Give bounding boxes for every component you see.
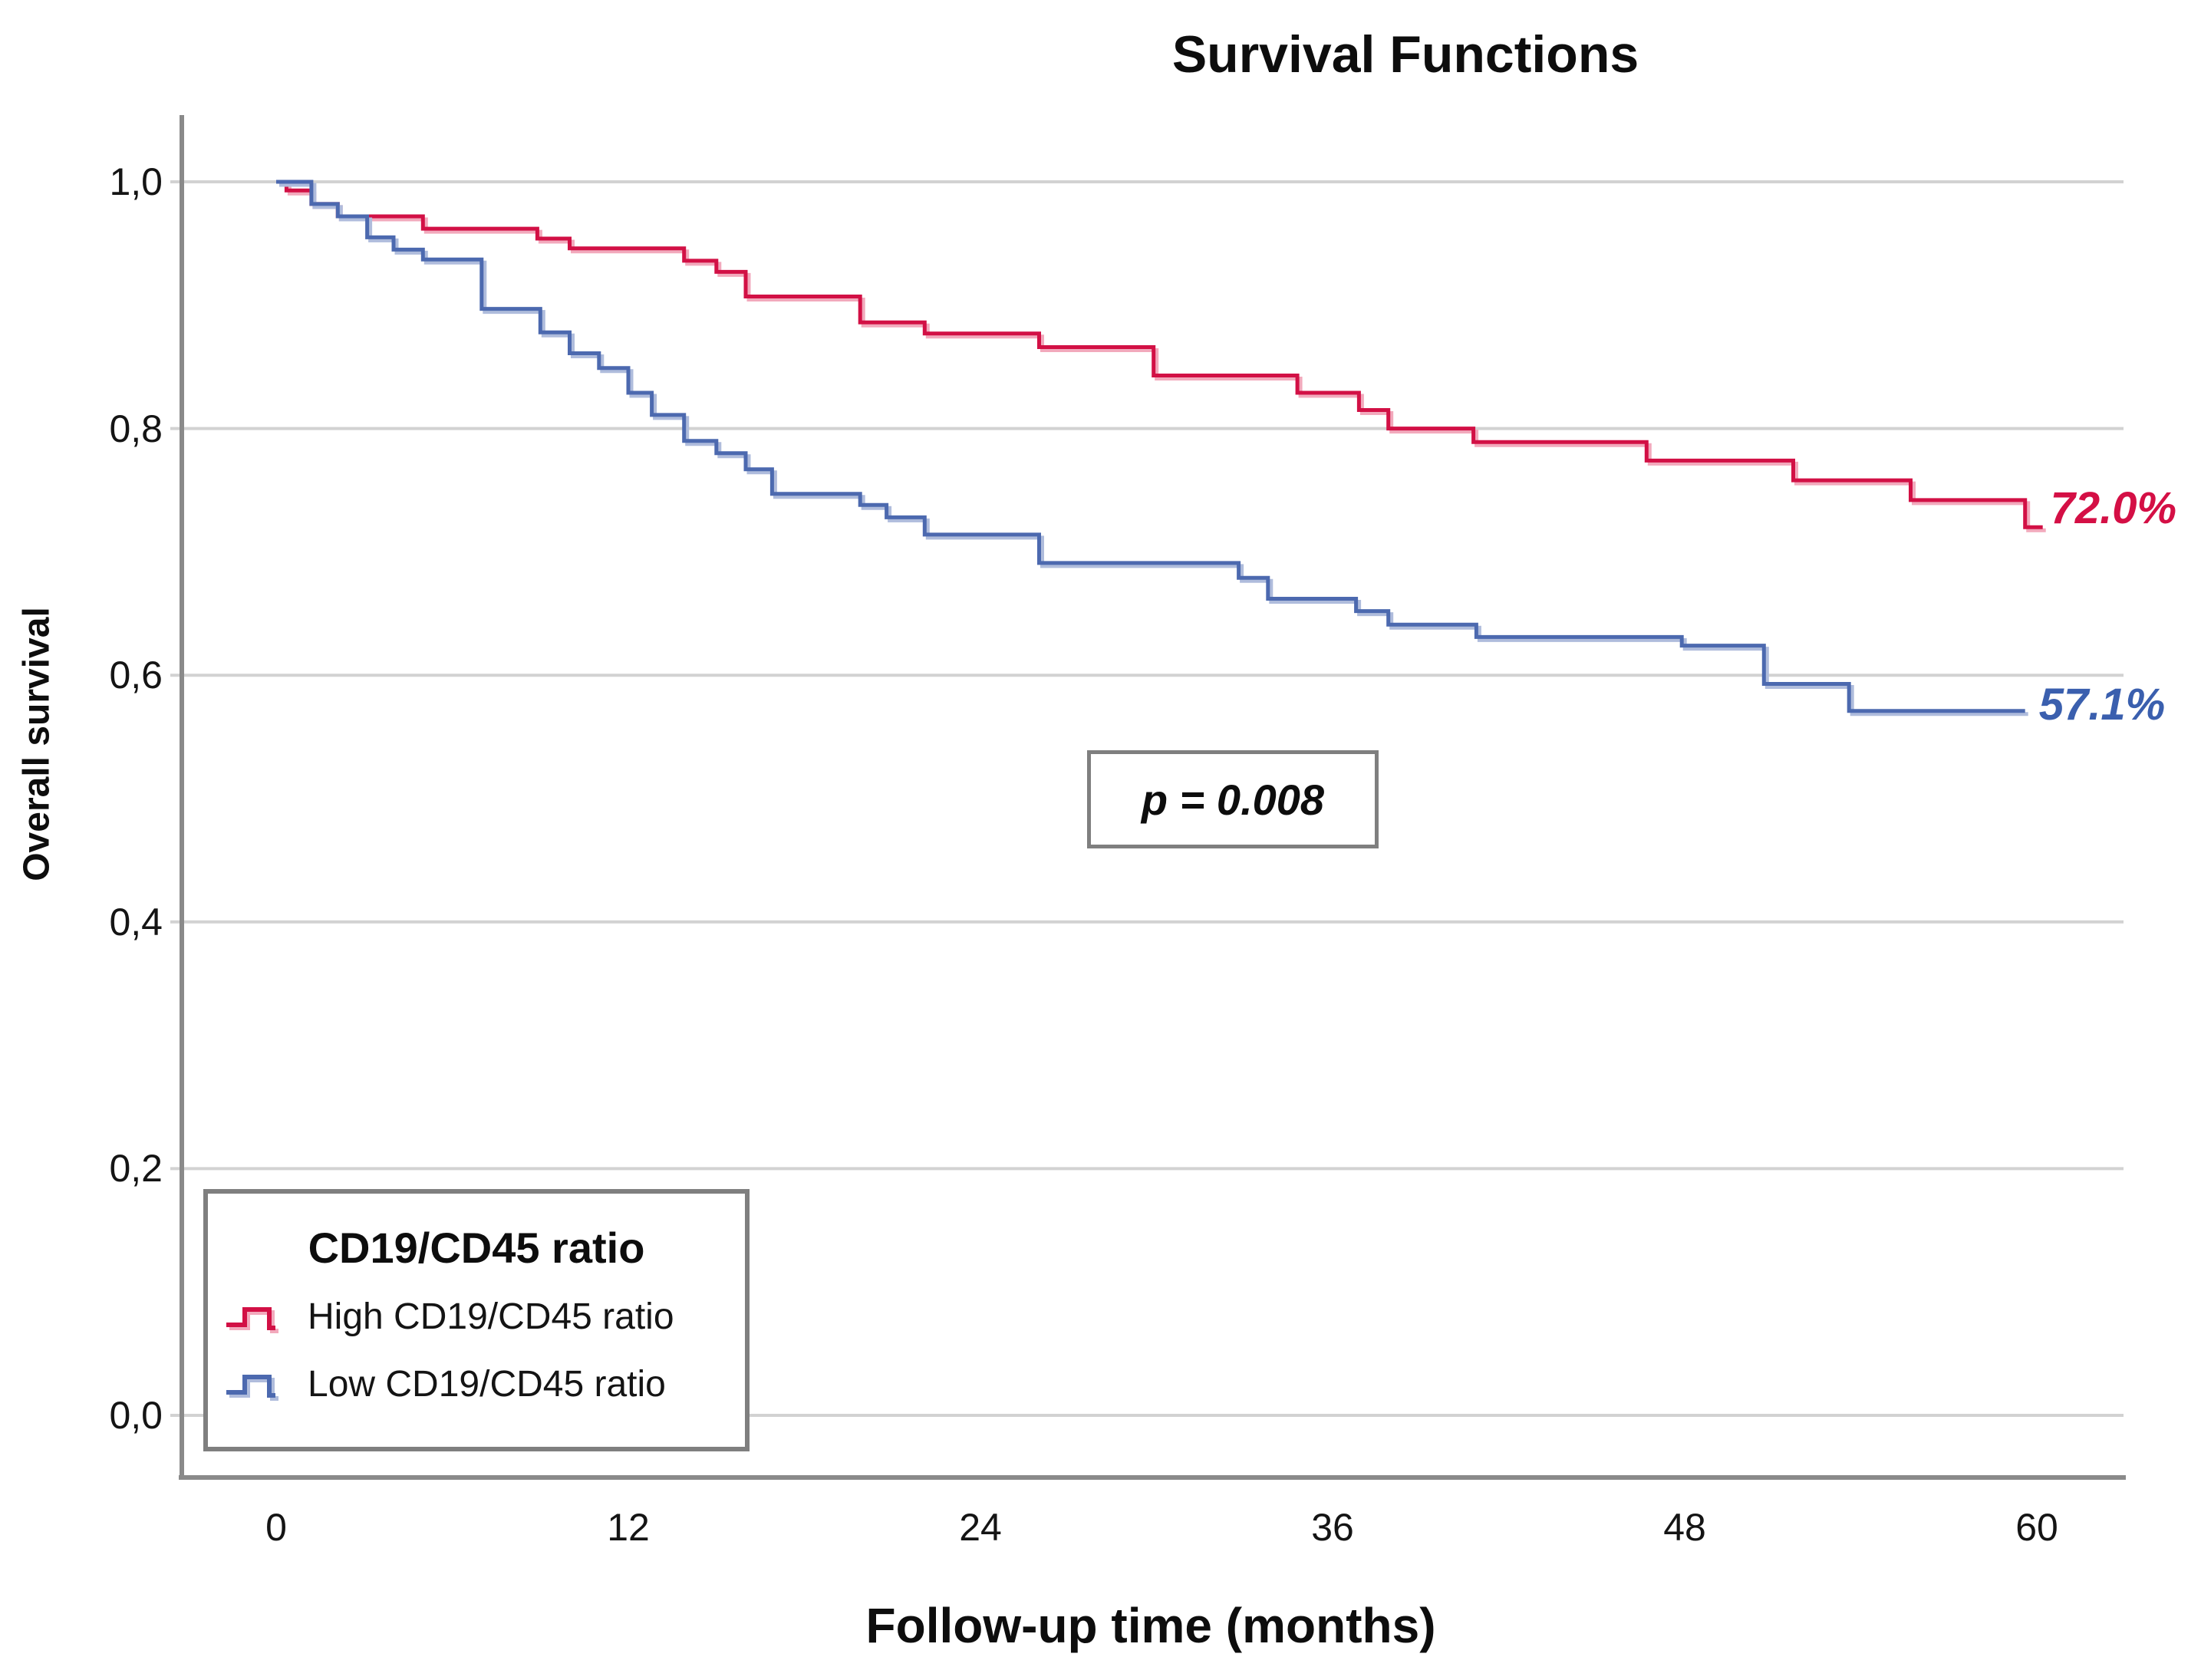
legend-title: CD19/CD45 ratio — [308, 1224, 645, 1272]
survival-curve-low — [276, 180, 2025, 713]
y-tick-label: 0,8 — [109, 407, 163, 450]
x-tick-label: 12 — [607, 1506, 650, 1549]
y-tick-label: 0,4 — [109, 900, 163, 944]
p-value-text: p = 0.008 — [1141, 775, 1325, 824]
x-axis-title: Follow-up time (months) — [865, 1598, 1436, 1653]
chart-title: Survival Functions — [1171, 25, 1639, 84]
low-ratio-end-percentage: 57.1% — [2038, 679, 2166, 730]
y-tick-label: 0,0 — [109, 1394, 163, 1437]
x-tick-label: 48 — [1663, 1506, 1706, 1549]
y-tick-label: 0,6 — [109, 654, 163, 697]
y-tick-label: 1,0 — [109, 160, 163, 203]
legend: CD19/CD45 ratio High CD19/CD45 ratio Low… — [203, 1189, 750, 1451]
legend-label-low: Low CD19/CD45 ratio — [308, 1363, 666, 1405]
p-value-box: p = 0.008 — [1087, 750, 1379, 848]
legend-item-high: High CD19/CD45 ratio — [222, 1293, 745, 1340]
survival-curve-high — [276, 180, 2043, 529]
x-tick-label: 36 — [1311, 1506, 1354, 1549]
x-tick-label: 60 — [2015, 1506, 2058, 1549]
high-ratio-step-line-icon — [226, 1307, 278, 1333]
x-tick-label: 0 — [265, 1506, 287, 1549]
y-tick-label: 0,2 — [109, 1147, 163, 1191]
x-tick-label: 24 — [959, 1506, 1002, 1549]
y-axis-title: Overall survival — [16, 607, 58, 881]
survival-curve-halo-low — [279, 183, 2028, 716]
legend-label-high: High CD19/CD45 ratio — [308, 1296, 674, 1337]
low-ratio-step-line-icon — [226, 1375, 278, 1401]
high-ratio-end-percentage: 72.0% — [2050, 483, 2177, 534]
legend-item-low: Low CD19/CD45 ratio — [222, 1360, 745, 1408]
